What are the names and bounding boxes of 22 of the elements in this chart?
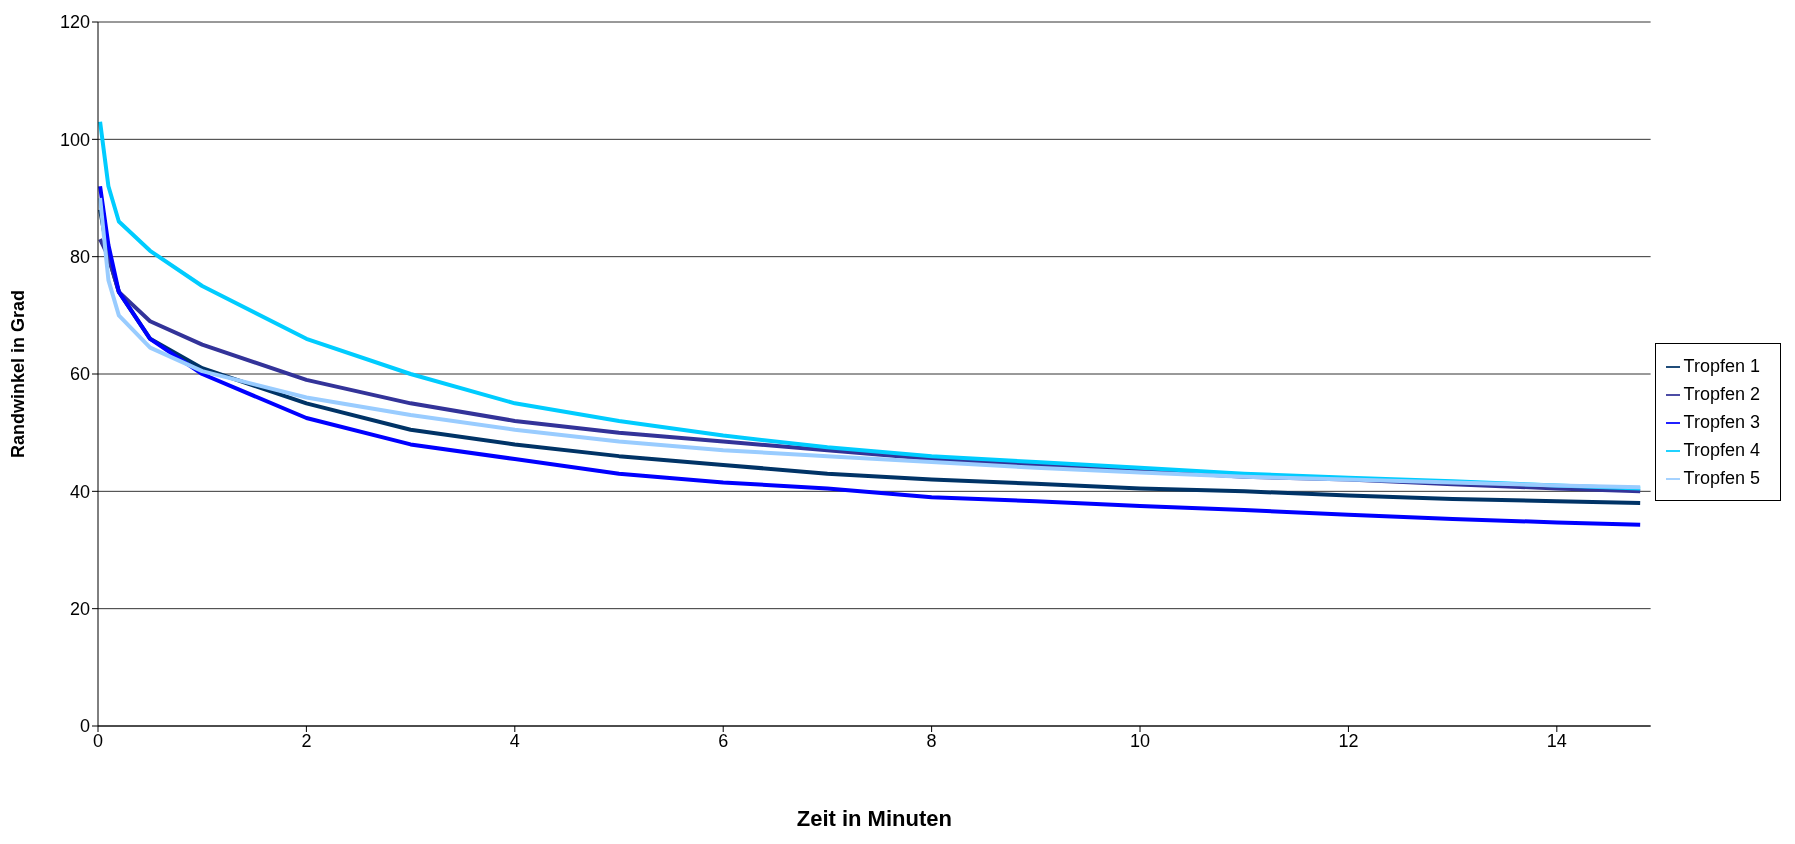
y-tick-label: 100 [59, 129, 90, 150]
legend-label: Tropfen 3 [1683, 412, 1760, 432]
x-tick-label: 14 [1546, 730, 1567, 751]
x-axis-title: Zeit in Minuten [796, 806, 952, 831]
legend-label: Tropfen 2 [1683, 384, 1760, 404]
y-tick-label: 0 [79, 716, 90, 737]
y-tick-label: 20 [69, 599, 90, 620]
x-tick-label: 10 [1130, 730, 1151, 751]
y-tick-label: 60 [69, 364, 90, 385]
x-tick-label: 12 [1338, 730, 1359, 751]
x-tick-label: 0 [92, 730, 104, 751]
legend-label: Tropfen 5 [1683, 468, 1760, 488]
x-tick-label: 6 [718, 730, 729, 751]
y-tick-label: 40 [69, 481, 90, 502]
legend-label: Tropfen 1 [1683, 356, 1760, 376]
x-tick-label: 4 [509, 730, 520, 751]
legend-label: Tropfen 4 [1683, 440, 1760, 460]
x-tick-label: 2 [301, 730, 312, 751]
y-axis-title: Randwinkel in Grad [8, 289, 29, 459]
y-tick-label: 120 [59, 12, 90, 33]
y-tick-label: 80 [69, 247, 90, 268]
x-tick-label: 8 [926, 730, 937, 751]
